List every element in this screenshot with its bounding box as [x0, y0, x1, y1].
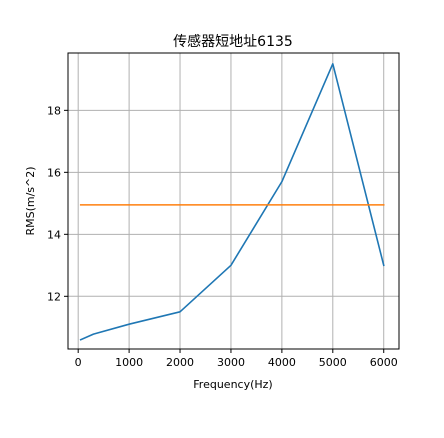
- y-tick-label: 16: [47, 166, 61, 179]
- x-tick-label: 1000: [115, 356, 143, 369]
- series-layer: [79, 63, 385, 341]
- plot-frame: [67, 52, 400, 350]
- y-tick-label: 18: [47, 104, 61, 117]
- x-tick-label: 2000: [166, 356, 194, 369]
- chart-title: 传感器短地址6135: [173, 33, 293, 50]
- x-tick-label: 5000: [319, 356, 347, 369]
- x-tick-label: 3000: [217, 356, 245, 369]
- x-tick-label: 4000: [268, 356, 296, 369]
- y-axis-label: RMS(m/s^2): [24, 166, 37, 235]
- tick-layer: 0 1000 2000 3000 4000 5000 6000 12 14 16 18: [47, 104, 398, 369]
- series-line-0: [79, 63, 385, 341]
- grid-layer: [68, 53, 399, 349]
- x-axis-label: Frequency(Hz): [193, 378, 272, 391]
- y-tick-label: 14: [47, 228, 61, 241]
- y-tick-label: 12: [47, 290, 61, 303]
- x-tick-label: 0: [75, 356, 82, 369]
- x-tick-label: 6000: [370, 356, 398, 369]
